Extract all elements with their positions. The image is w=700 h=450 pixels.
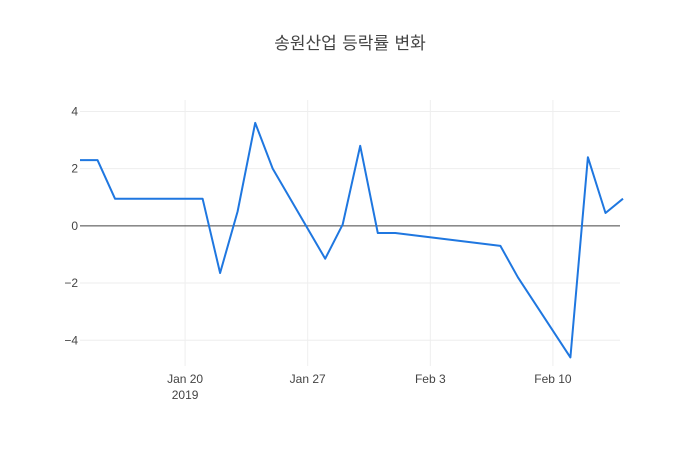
- chart-title: 송원산업 등락률 변화: [274, 34, 426, 54]
- grid: [80, 100, 620, 366]
- x-tick-label: Feb 3: [415, 372, 446, 386]
- x-tick-label: Feb 10: [534, 372, 572, 386]
- y-tick-label: −2: [64, 276, 78, 290]
- x-tick-sublabel: 2019: [172, 388, 199, 402]
- y-tick-label: 2: [71, 162, 78, 176]
- y-tick-label: −4: [64, 333, 78, 347]
- x-tick-label: Jan 27: [290, 372, 326, 386]
- axes: −4 −2 0 2 4 Jan 20 2019 Jan 27 Feb 3 Feb 10: [64, 104, 620, 402]
- y-tick-label: 0: [71, 219, 78, 233]
- y-tick-label: 4: [71, 104, 78, 118]
- series-group: [80, 121, 624, 359]
- series-line: [80, 121, 624, 359]
- x-tick-label: Jan 20: [167, 372, 203, 386]
